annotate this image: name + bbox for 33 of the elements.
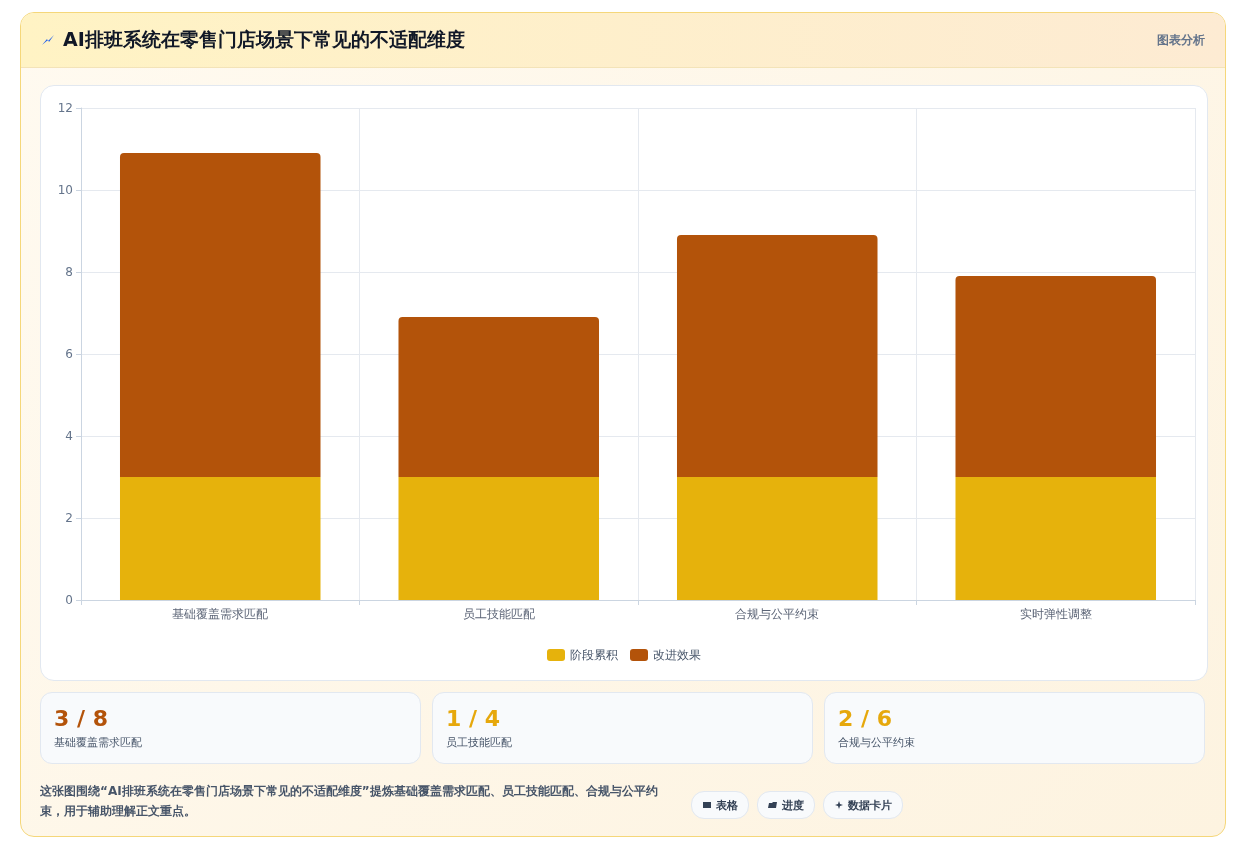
legend-label: 改进效果 bbox=[653, 648, 701, 662]
bar bbox=[955, 276, 1157, 477]
bar bbox=[119, 477, 321, 600]
text: 表格 bbox=[691, 791, 749, 819]
bar bbox=[955, 477, 1157, 600]
bar bbox=[676, 477, 878, 600]
x-tick-label: 实时弹性调整 bbox=[1019, 607, 1092, 621]
text: 2 / 6 bbox=[838, 705, 893, 733]
y-tick-label: 4 bbox=[65, 429, 73, 443]
y-tick-label: 6 bbox=[65, 347, 73, 361]
x-tick-label: 基础覆盖需求匹配 bbox=[172, 607, 269, 621]
bar bbox=[119, 153, 321, 477]
text: 图表分析 bbox=[1157, 31, 1205, 49]
y-tick-label: 2 bbox=[65, 511, 73, 525]
y-tick-label: 8 bbox=[65, 265, 73, 279]
bar bbox=[398, 477, 600, 600]
y-tick-label: 0 bbox=[65, 593, 73, 607]
x-tick-label: 员工技能匹配 bbox=[462, 607, 535, 621]
bar bbox=[676, 235, 878, 477]
text: 进度 bbox=[757, 791, 815, 819]
bar bbox=[398, 317, 600, 477]
text: 这张图围绕“AI排班系统在零售门店场景下常见的不适配维度”提炼基础覆盖需求匹配、员工技能匹配、合规与公平约束，用于辅助理解正文重点。 bbox=[40, 783, 659, 820]
chart-title: AI排班系统在零售门店场景下常见的不适配维度 bbox=[63, 27, 465, 52]
text: 员工技能匹配 bbox=[446, 735, 513, 750]
text: 基础覆盖需求匹配 bbox=[54, 735, 143, 750]
x-tick-label: 合规与公平约束 bbox=[735, 607, 820, 621]
text: 1 / 4 bbox=[446, 705, 501, 733]
text: 合规与公平约束 bbox=[838, 735, 916, 750]
legend-label: 阶段累积 bbox=[570, 648, 618, 662]
y-tick-label: 12 bbox=[57, 101, 73, 115]
y-tick-label: 10 bbox=[57, 183, 73, 197]
text: 3 / 8 bbox=[54, 705, 109, 733]
text: 数据卡片 bbox=[823, 791, 903, 819]
